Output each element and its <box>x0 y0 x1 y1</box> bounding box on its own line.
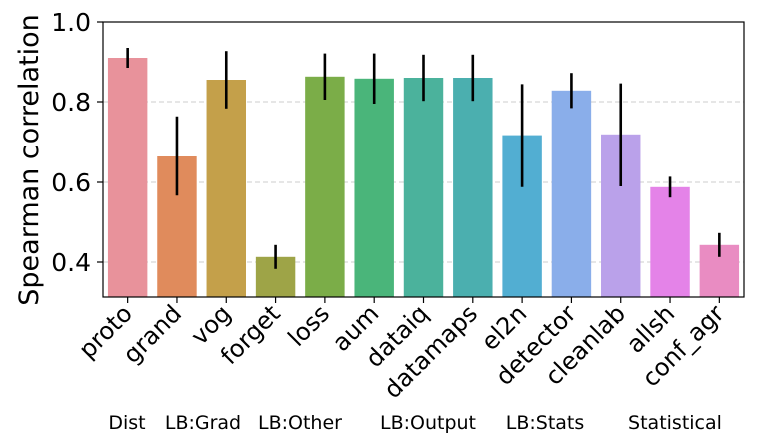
bar <box>650 186 690 297</box>
bar <box>453 78 493 297</box>
bar <box>305 76 345 297</box>
bar <box>403 78 444 297</box>
group-label: LB:Stats <box>506 412 585 434</box>
plot-frame <box>102 21 745 298</box>
bar <box>206 80 246 297</box>
y-tick-label: 0.8 <box>51 88 91 117</box>
x-tick-label: loss <box>283 299 336 352</box>
bar <box>107 58 148 297</box>
y-tick-label: 1.0 <box>51 8 91 37</box>
y-tick-label: 0.4 <box>51 248 91 277</box>
bar <box>551 90 592 297</box>
y-axis-label: Spearman correlation <box>14 14 45 305</box>
group-label: Dist <box>108 412 145 434</box>
group-label: Statistical <box>628 412 722 434</box>
group-label: LB:Grad <box>165 412 241 434</box>
group-label: LB:Other <box>258 412 342 434</box>
bar <box>354 78 394 297</box>
group-label: LB:Output <box>380 412 476 434</box>
y-tick-label: 0.6 <box>51 168 91 197</box>
